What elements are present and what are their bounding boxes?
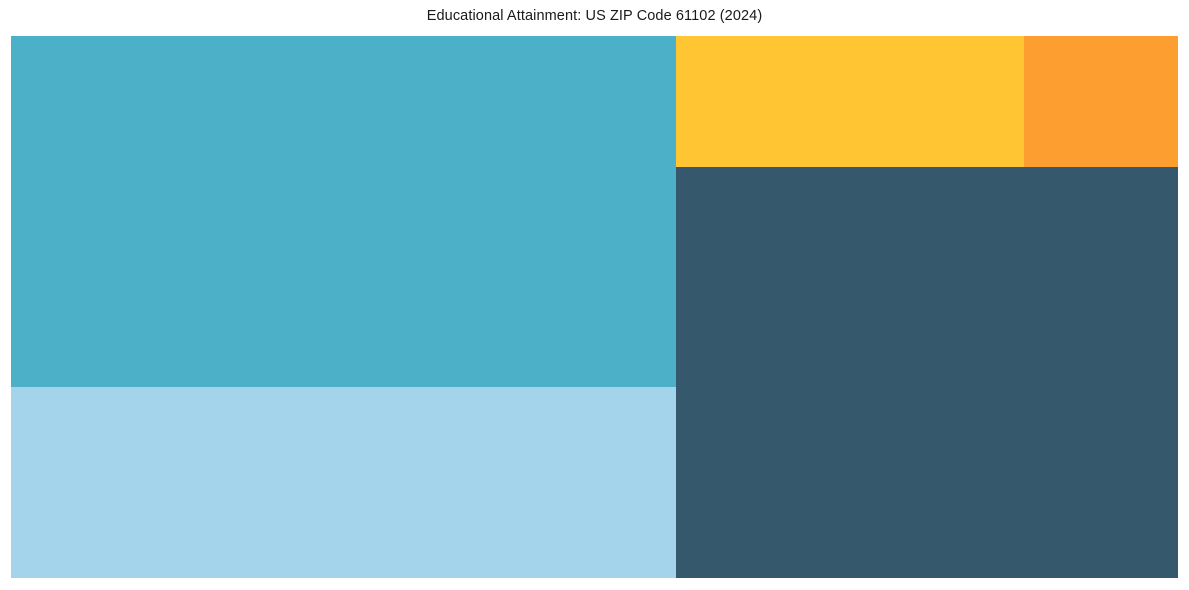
treemap-plot-area [11,36,1178,578]
treemap-tile[interactable] [676,167,1178,578]
treemap-tile[interactable] [11,387,676,578]
chart-title: Educational Attainment: US ZIP Code 6110… [426,8,763,24]
treemap-tile[interactable] [11,36,676,387]
treemap-tile[interactable] [1024,36,1178,167]
treemap-tile[interactable] [676,36,1024,167]
